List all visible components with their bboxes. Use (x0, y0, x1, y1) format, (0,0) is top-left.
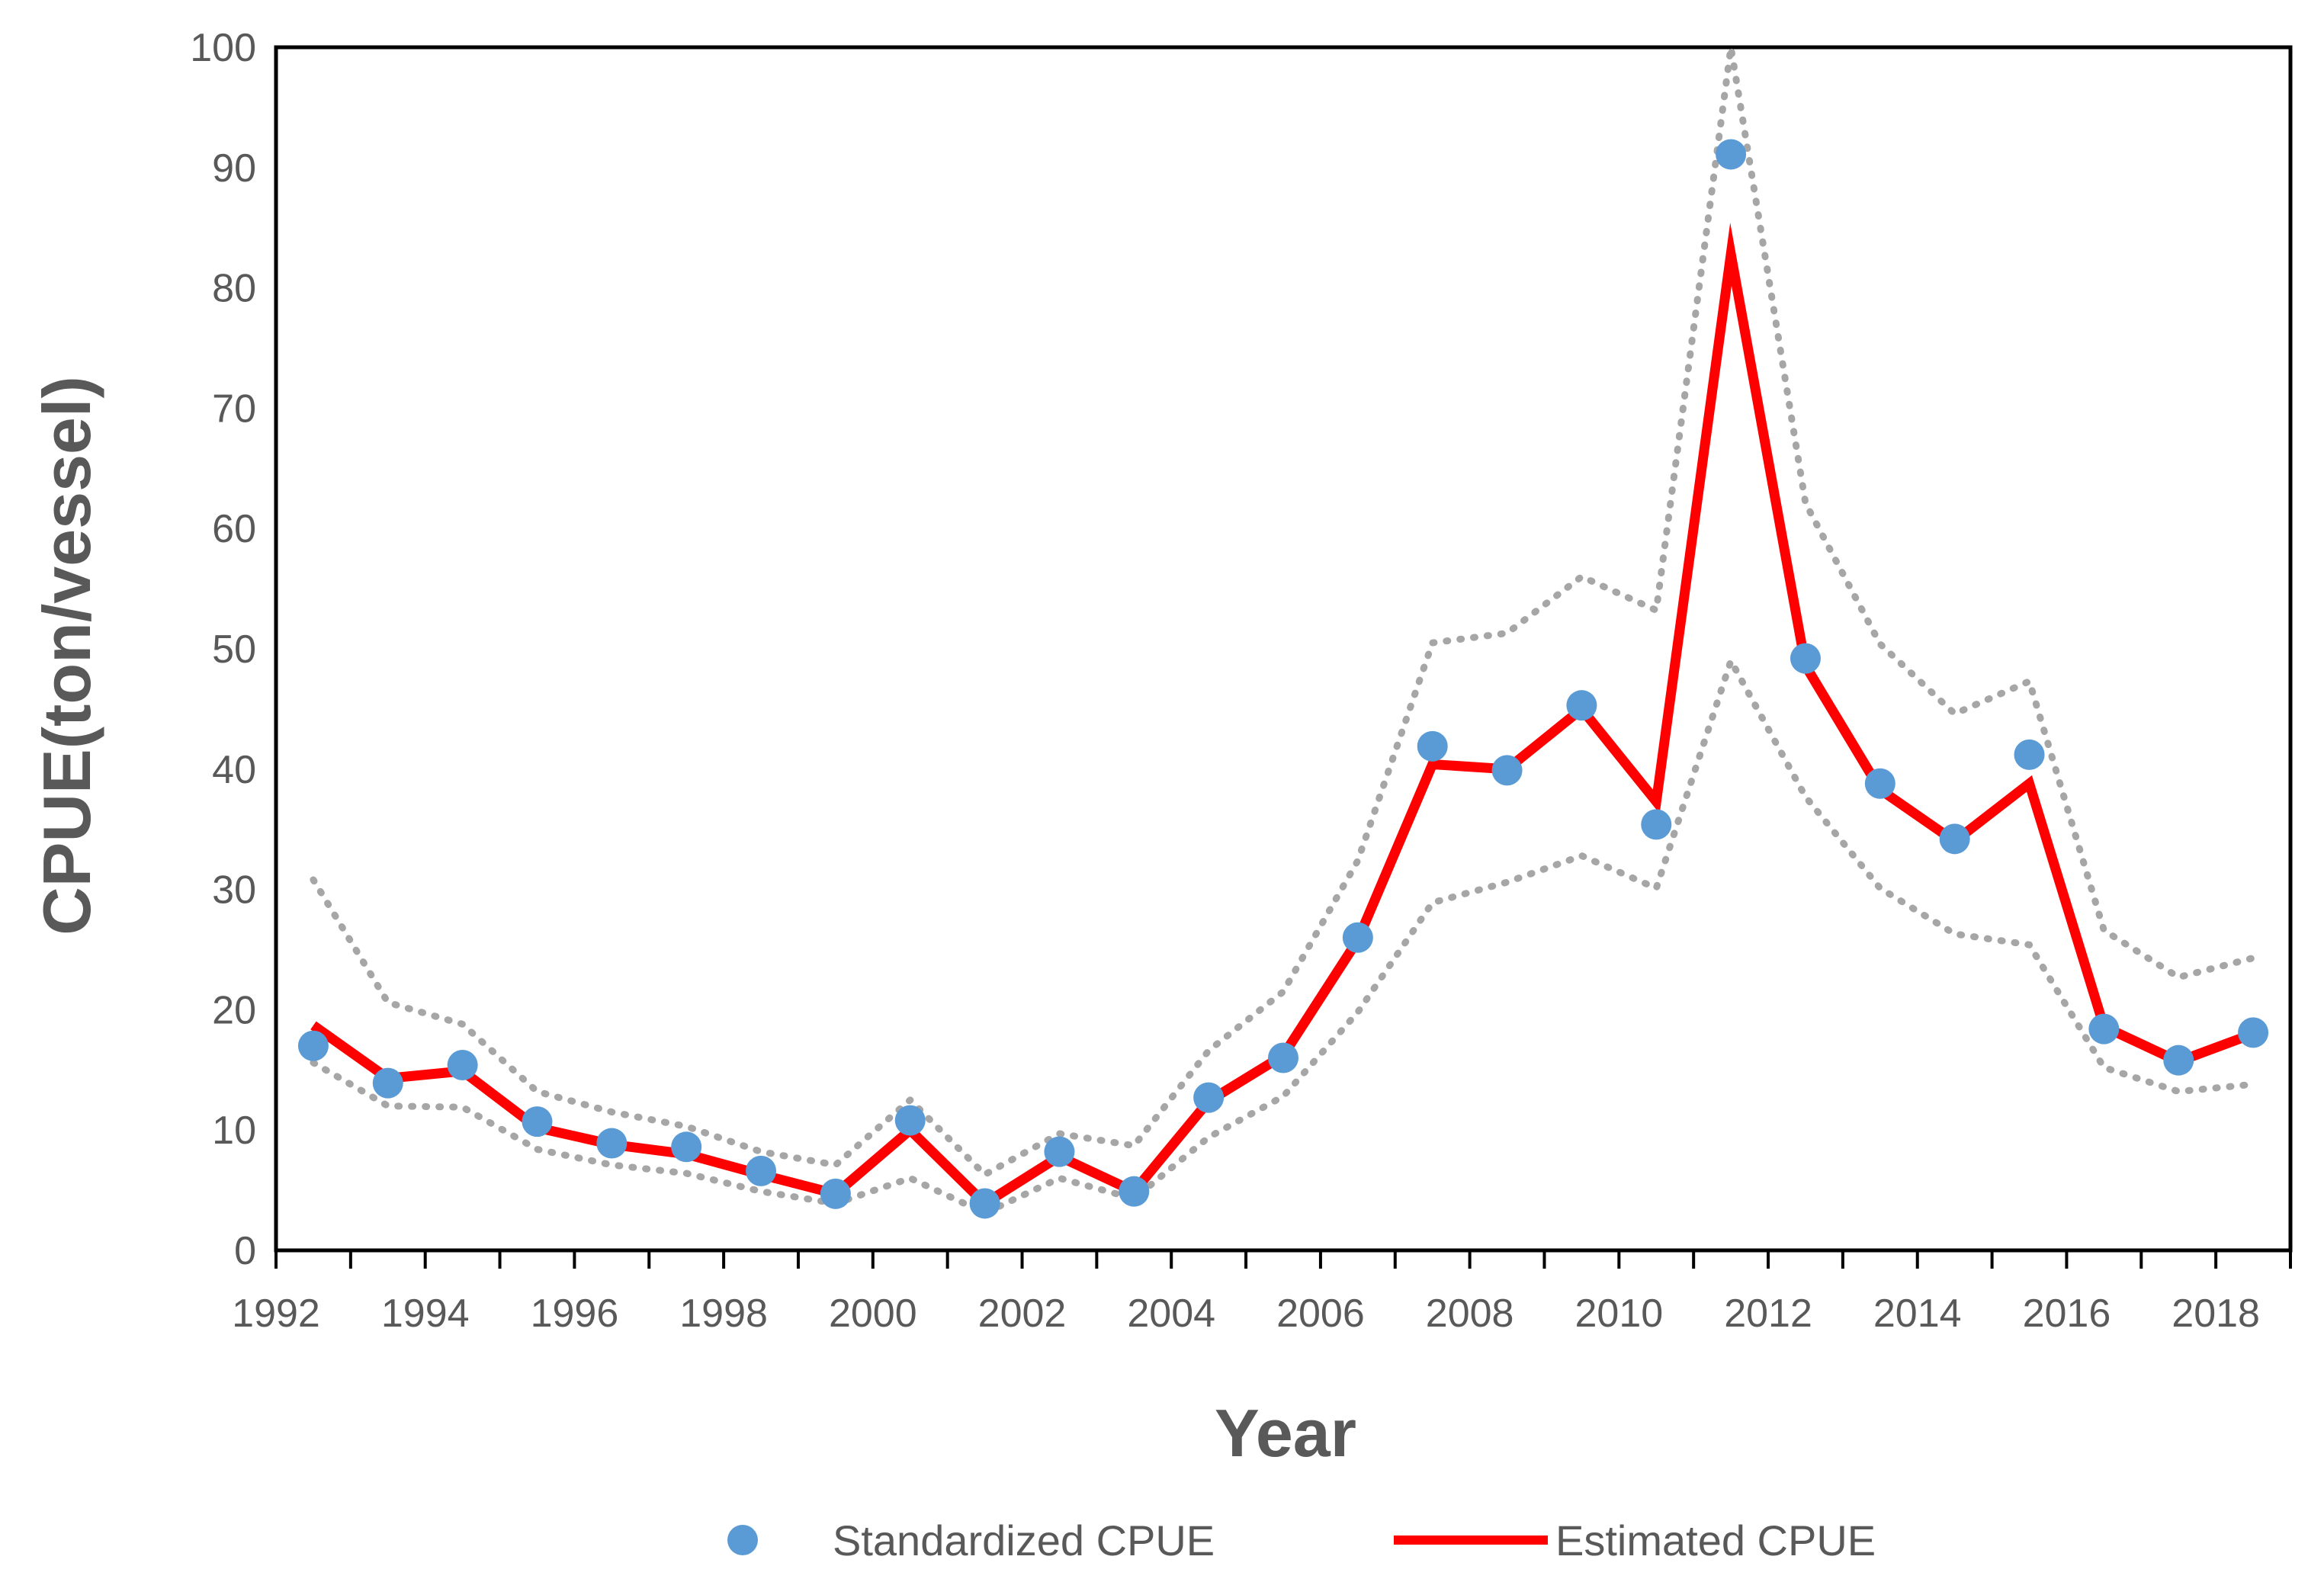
standardized-cpue-point (522, 1106, 553, 1138)
standardized-cpue-point (1566, 690, 1597, 721)
standardized-cpue-point (1641, 809, 1672, 840)
y-tick-label: 50 (212, 627, 256, 672)
standardized-cpue-point (746, 1155, 777, 1186)
y-axis-title: CPUE(ton/vessel) (29, 376, 104, 935)
standardized-cpue-point (596, 1128, 628, 1159)
x-tick-label: 2016 (2023, 1292, 2111, 1336)
x-tick-label: 1998 (679, 1292, 768, 1336)
standardized-cpue-point (2163, 1045, 2194, 1076)
lower-ci-line (310, 657, 2257, 1217)
y-tick-label: 20 (212, 988, 256, 1032)
standardized-cpue-point (2014, 739, 2045, 770)
legend: Standardized CPUE Estimated CPUE (727, 1516, 1876, 1564)
y-tick-label: 60 (212, 507, 256, 551)
plot-area: 0 10 20 30 40 50 60 70 80 90 100 1992 1994 1996 1998 20… (190, 26, 2293, 1336)
x-tick-label: 2008 (1426, 1292, 1514, 1336)
x-axis-title: Year (1215, 1395, 1356, 1471)
legend-label-standardized: Standardized CPUE (833, 1516, 1215, 1564)
standardized-cpue-point (1716, 139, 1747, 170)
y-tick-label: 90 (212, 146, 256, 191)
standardized-cpue-point (1193, 1082, 1225, 1113)
upper-ci-line (310, 43, 2257, 1179)
standardized-cpue-point (1119, 1176, 1150, 1207)
x-tick-label: 2006 (1276, 1292, 1365, 1336)
standardized-cpue-point (1939, 823, 1970, 855)
standardized-cpue-point (2238, 1017, 2269, 1048)
standardized-cpue-point (1790, 643, 1821, 674)
standardized-cpue-point (1342, 922, 1373, 953)
standardized-cpue-point (297, 1030, 329, 1061)
standardized-cpue-point (894, 1105, 926, 1136)
x-tick-label: 2018 (2172, 1292, 2260, 1336)
standardized-cpue-point (447, 1049, 478, 1080)
x-tick-label: 2000 (829, 1292, 917, 1336)
x-tick-label: 2010 (1574, 1292, 1663, 1336)
x-tick-label: 2014 (1873, 1292, 1962, 1336)
x-tick-label: 1996 (531, 1292, 619, 1336)
legend-marker-standardized (727, 1525, 758, 1555)
x-tick-label: 2004 (1127, 1292, 1215, 1336)
x-tick-label: 2012 (1724, 1292, 1812, 1336)
y-tick-label: 100 (190, 26, 256, 70)
standardized-cpue-point (820, 1178, 851, 1209)
standardized-cpue-point (1864, 768, 1895, 799)
legend-label-estimated: Estimated CPUE (1555, 1516, 1876, 1564)
x-tick-label: 2002 (978, 1292, 1067, 1336)
y-tick-label: 80 (212, 267, 256, 311)
y-tick-label: 10 (212, 1109, 256, 1153)
standardized-cpue-point (372, 1067, 403, 1099)
standardized-cpue-point (671, 1131, 702, 1163)
y-axis-title-group: CPUE(ton/vessel) (29, 376, 104, 935)
standardized-cpue-point (1491, 755, 1523, 786)
y-tick-label: 0 (234, 1229, 256, 1273)
standardized-cpue-point (1417, 730, 1448, 762)
standardized-cpue-point (2088, 1013, 2120, 1045)
x-tick-label: 1994 (381, 1292, 470, 1336)
standardized-cpue-point (969, 1188, 1000, 1219)
standardized-cpue-point (1268, 1042, 1298, 1073)
y-tick-label: 40 (212, 748, 256, 792)
x-tick-label: 1992 (232, 1292, 320, 1336)
plot-border (274, 45, 2293, 1253)
standardized-cpue-point (1044, 1136, 1075, 1167)
y-tick-label: 30 (212, 868, 256, 913)
y-tick-label: 70 (212, 387, 256, 431)
